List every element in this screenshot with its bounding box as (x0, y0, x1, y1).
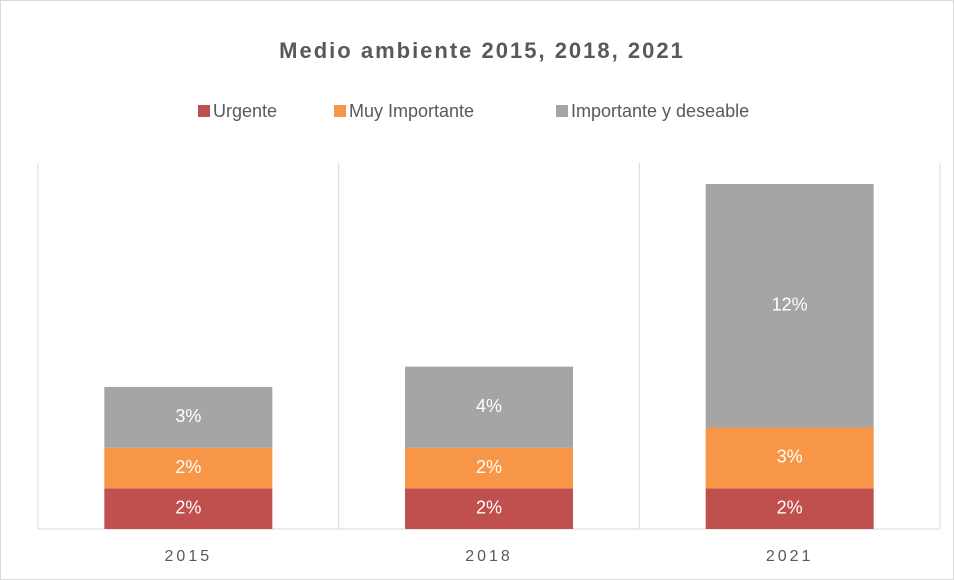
legend-swatch (334, 105, 346, 117)
bar-segment (705, 427, 874, 489)
legend-label: Muy Importante (349, 101, 474, 121)
bar-segment (104, 386, 273, 448)
data-label: 12% (772, 295, 808, 315)
bar-segment (104, 447, 273, 489)
data-label: 2% (476, 497, 502, 517)
bar-segment (705, 184, 874, 428)
data-label: 3% (175, 406, 201, 426)
bar-segment (705, 488, 874, 529)
data-label: 2% (175, 497, 201, 517)
legend-label: Importante y deseable (571, 101, 749, 121)
x-tick-label: 2015 (165, 548, 213, 565)
bar-segment (405, 488, 573, 529)
chart-title: Medio ambiente 2015, 2018, 2021 (279, 38, 685, 63)
x-tick-label: 2021 (766, 548, 814, 565)
legend-label: Urgente (213, 101, 277, 121)
data-label: 2% (175, 457, 201, 477)
data-label: 2% (777, 497, 803, 517)
bar-segment (405, 366, 573, 448)
x-tick-label: 2018 (465, 548, 513, 565)
data-label: 2% (476, 457, 502, 477)
legend-swatch (556, 105, 568, 117)
bar-segment (104, 488, 273, 529)
data-label: 4% (476, 396, 502, 416)
data-label: 3% (777, 447, 803, 467)
legend-swatch (198, 105, 210, 117)
bar-segment (405, 447, 573, 489)
